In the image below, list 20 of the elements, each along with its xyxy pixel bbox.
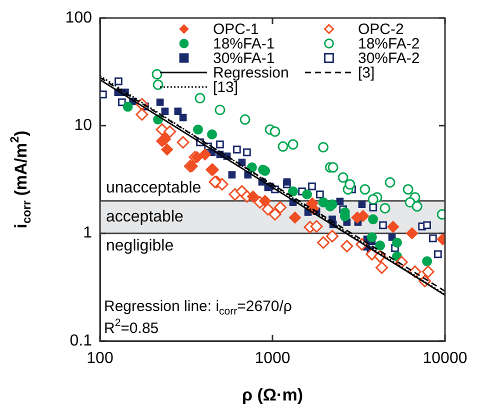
- legend-label: Regression: [213, 64, 289, 82]
- legend-label: 18%FA-2: [358, 36, 420, 53]
- legend-label: 30%FA-2: [358, 50, 420, 68]
- x-tick-label: 10000: [422, 350, 468, 368]
- band-label: acceptable: [106, 208, 184, 226]
- legend-label: OPC-1: [213, 21, 259, 38]
- legend-label: 18%FA-1: [213, 36, 275, 53]
- legend-label: 30%FA-1: [213, 50, 275, 68]
- x-tick-label: 1000: [254, 350, 290, 368]
- y-axis-title: icorr (mA/m2): [7, 130, 34, 228]
- legend-label: OPC-2: [358, 21, 404, 38]
- y-tick-label: 0.1: [70, 332, 92, 350]
- y-tick-label: 10: [74, 117, 92, 134]
- annotation: negligible: [106, 238, 174, 255]
- x-tick-label: 100: [86, 350, 114, 368]
- x-axis-title: ρ (Ω·m): [242, 385, 303, 404]
- legend-label: [3]: [358, 64, 375, 82]
- y-tick-label: 1: [83, 224, 92, 242]
- y-tick-label: 100: [65, 9, 92, 26]
- annotation: unacceptable: [106, 179, 202, 196]
